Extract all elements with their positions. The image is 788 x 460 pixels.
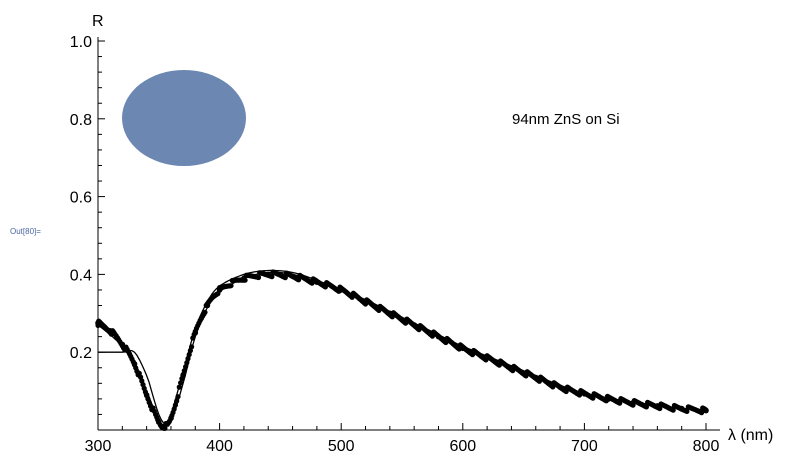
x-tick-label: 600: [449, 438, 476, 455]
x-tick-label: 800: [693, 438, 720, 455]
sample-annotation: 94nm ZnS on Si: [512, 111, 620, 128]
x-tick-label: 700: [571, 438, 598, 455]
blue-blob-shape: [122, 70, 246, 166]
y-tick-label: 1.0: [70, 34, 92, 51]
output-cell-label: Out[80]=: [10, 227, 41, 236]
data-point: [643, 404, 650, 410]
y-tick-label: 0.2: [70, 345, 92, 362]
data-point: [590, 395, 596, 401]
y-tick-label: 0.4: [70, 267, 92, 284]
data-point: [282, 275, 288, 281]
data-point-sample: [156, 419, 162, 426]
x-tick-label: 500: [328, 438, 355, 455]
model-curve-2: [98, 271, 707, 427]
x-tick-label: 300: [85, 438, 112, 455]
data-point: [670, 407, 676, 413]
data-point-sample: [107, 328, 113, 334]
data-point: [684, 408, 690, 414]
x-axis-label: λ (nm): [728, 427, 773, 444]
x-tick-label: 400: [206, 438, 233, 455]
data-point-sample: [703, 407, 709, 414]
y-tick-label: 0.6: [70, 190, 92, 207]
model-curve-1: [97, 269, 707, 426]
data-point: [699, 410, 705, 416]
y-tick-label: 0.8: [70, 112, 92, 129]
data-point: [617, 400, 623, 406]
axes-group: 300 400 500 600 700 800 0.2 0.4 0.6 0.8 1.0: [70, 34, 720, 455]
data-point-sample: [95, 320, 101, 326]
data-point: [255, 274, 262, 281]
series-group: [95, 269, 709, 431]
y-axis-label: R: [92, 13, 104, 30]
